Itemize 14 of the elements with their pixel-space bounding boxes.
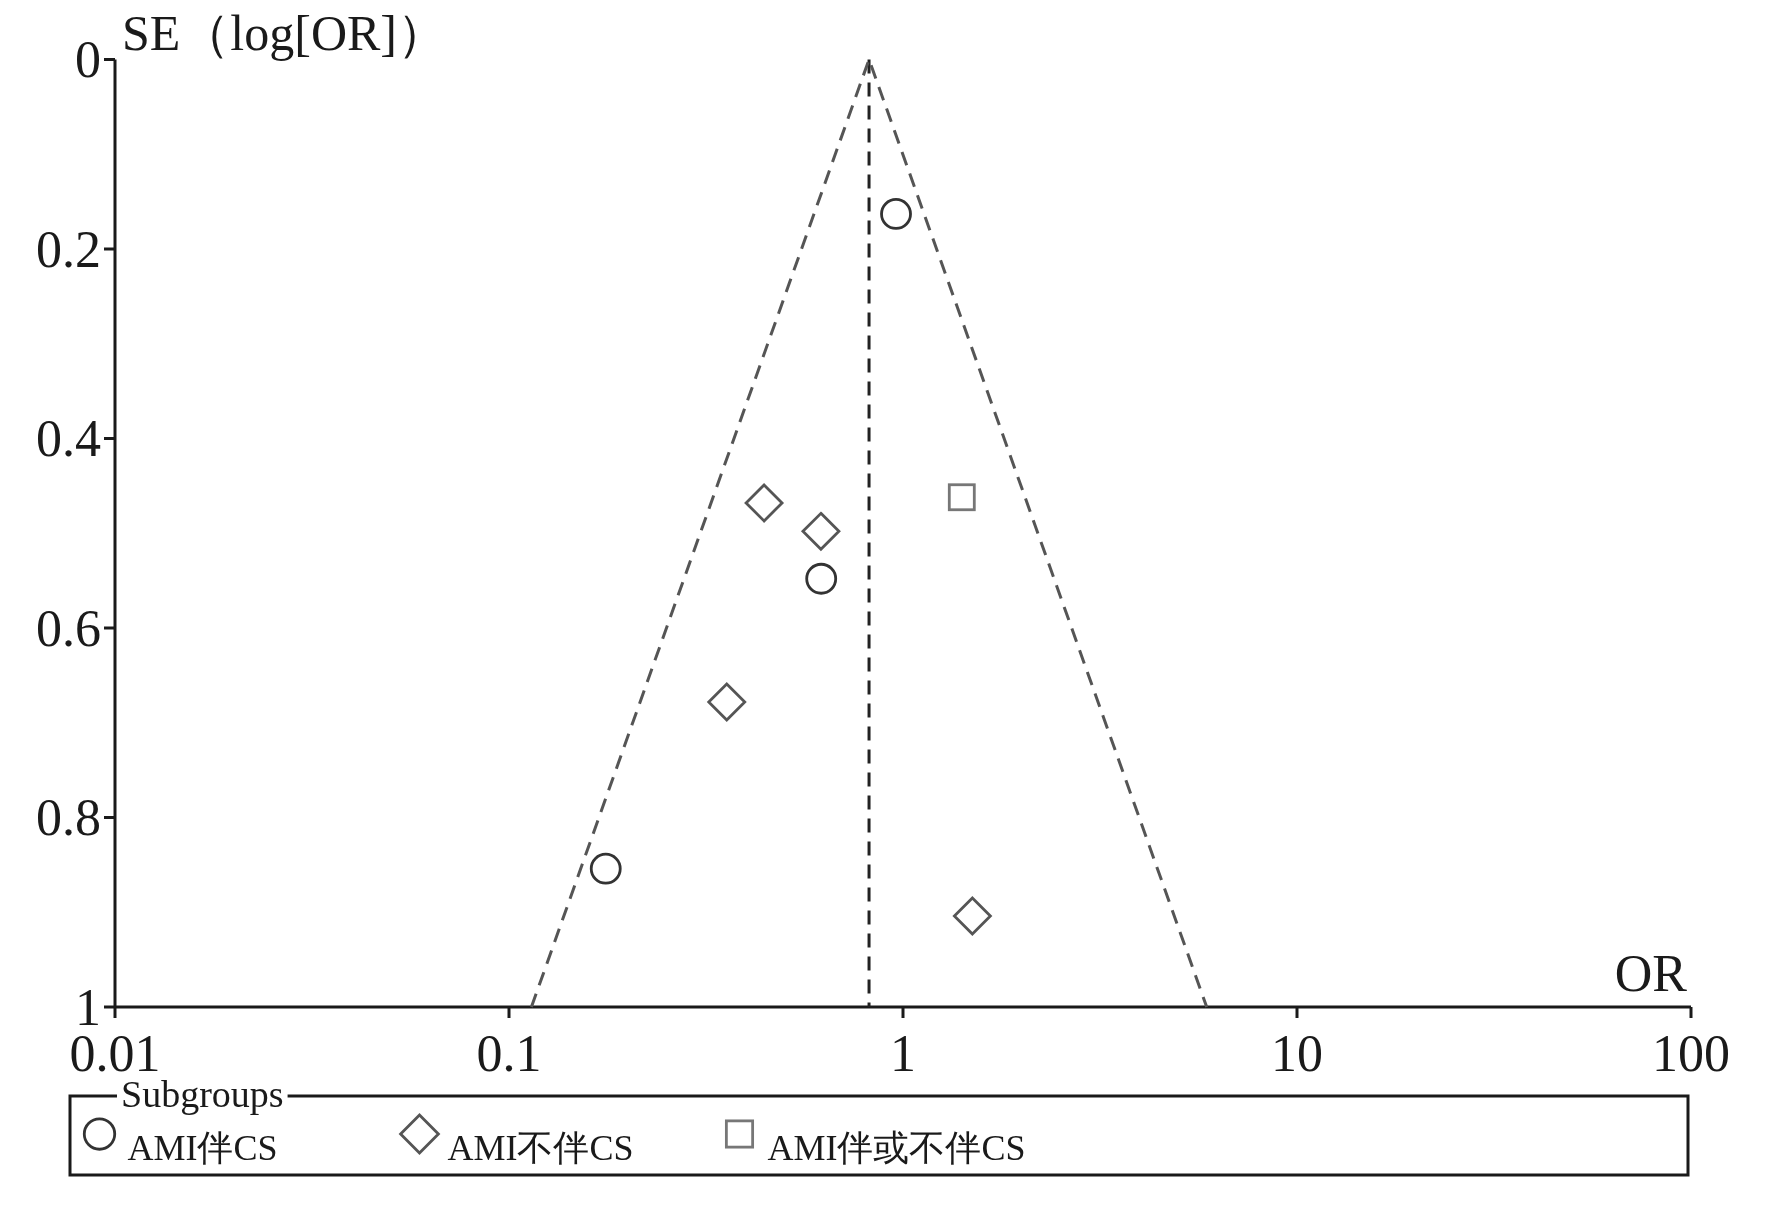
x-tick-label: 1 [890,1025,916,1082]
y-tick-label: 0.2 [36,220,101,278]
xlabel: OR [1614,945,1687,1002]
y-tick-label: 0.4 [36,410,101,467]
ylabel: SE（log[OR]） [122,5,447,61]
legend-label: AMI伴CS [127,1128,278,1168]
x-tick-label: 0.1 [476,1025,542,1082]
x-tick-label: 100 [1652,1025,1730,1082]
y-tick-label: 0.6 [36,599,101,657]
y-tick-label: 0.8 [36,789,101,846]
legend-label: AMI不伴CS [447,1128,634,1168]
y-tick-label: 0 [75,31,101,88]
x-tick-label: 10 [1271,1025,1323,1082]
legend-label: AMI伴或不伴CS [767,1128,1026,1168]
